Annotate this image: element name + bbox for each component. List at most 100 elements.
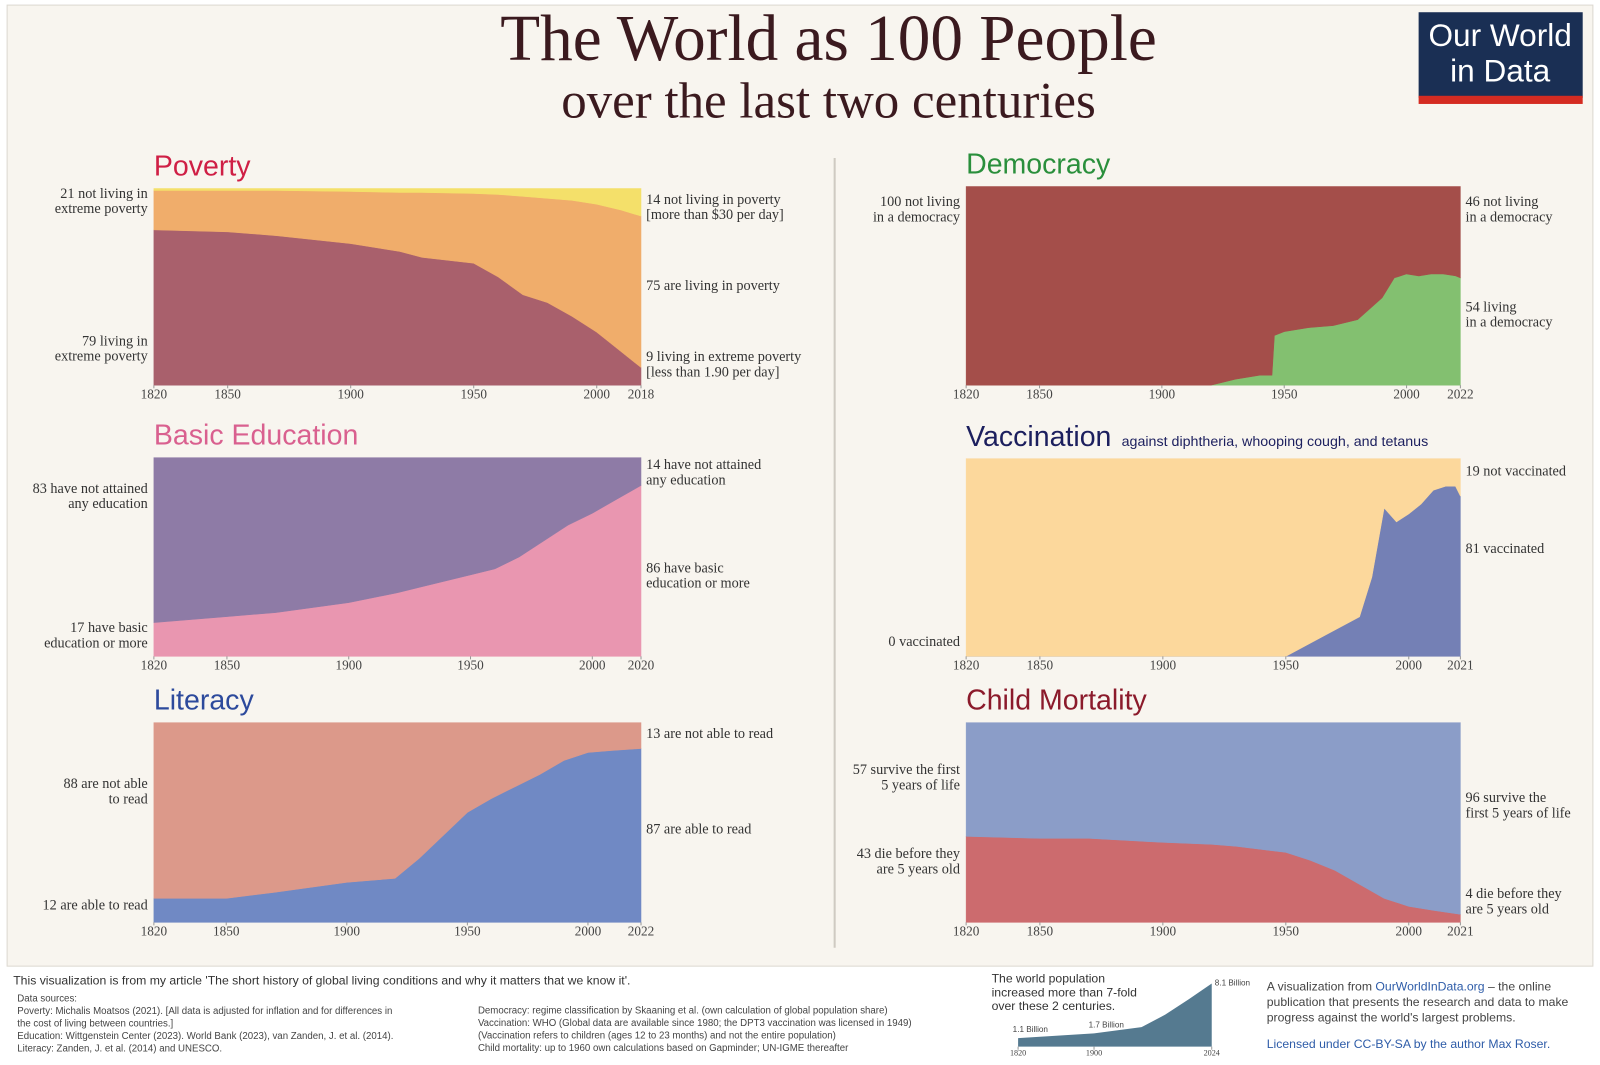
about-line: publication that presents the research a… <box>1267 995 1569 1009</box>
source-line: (Vaccination refers to children (ages 12… <box>478 1031 836 1042</box>
x-tick-label: 2021 <box>1447 924 1473 939</box>
end-annotation: [less than 1.90 per day] <box>646 364 779 380</box>
source-line: Vaccination: WHO (Global data are availa… <box>478 1018 912 1029</box>
start-annotation: extreme poverty <box>55 201 149 217</box>
logo-text: in Data <box>1450 53 1550 89</box>
source-line: Data sources: <box>17 993 77 1004</box>
page-title: The World as 100 People <box>500 3 1156 75</box>
area-band <box>153 457 642 623</box>
area-band <box>965 722 1461 915</box>
x-tick-label: 2018 <box>628 386 655 401</box>
value-label: 8.1 Billion <box>1215 979 1250 988</box>
x-tick-label: 2000 <box>579 658 606 673</box>
chart-title: Democracy <box>966 149 1111 181</box>
value-label: 1.7 Billion <box>1089 1020 1124 1029</box>
end-annotation: 87 are able to read <box>646 822 751 838</box>
x-tick-label: 1900 <box>1150 658 1177 673</box>
source-line: Education: Wittgenstein Center (2023). W… <box>17 1031 393 1042</box>
chart-note: over these 2 centuries. <box>992 999 1116 1013</box>
area-band <box>153 188 642 217</box>
logo-bar <box>1418 95 1583 104</box>
chart: 1.1 Billion 1.7 Billion 8.1 Billion 1820 190… <box>992 972 1251 1058</box>
start-annotation: any education <box>68 496 148 512</box>
chart-note: The world population <box>992 972 1105 986</box>
area <box>1018 983 1212 1047</box>
x-tick-label: 2000 <box>583 386 610 401</box>
chart-title: Child Mortality <box>966 685 1147 717</box>
chart: 1820 1850 1900 1950 2000 2018 Poverty 21 not li… <box>55 151 802 402</box>
start-annotation: 79 living in <box>82 333 148 349</box>
end-annotation: 13 are not able to read <box>646 726 773 742</box>
end-annotation: 46 not living <box>1465 194 1538 210</box>
end-annotation: in a democracy <box>1465 209 1553 225</box>
start-annotation: 0 vaccinated <box>888 634 960 650</box>
logo: Our World in Data <box>1418 12 1583 104</box>
end-annotation: 81 vaccinated <box>1465 541 1544 557</box>
x-tick-label: 2022 <box>628 924 654 939</box>
x-tick-label: 2024 <box>1204 1049 1220 1058</box>
footer-intro: This visualization is from my article 'T… <box>13 974 630 988</box>
x-tick-label: 1950 <box>1273 924 1300 939</box>
end-annotation: [more than $30 per day] <box>646 207 784 223</box>
x-tick-label: 1820 <box>953 658 980 673</box>
chart-title: Basic Education <box>154 420 358 452</box>
end-annotation: 14 have not attained <box>646 457 761 473</box>
x-tick-label: 1850 <box>214 386 241 401</box>
source-line: the cost of living between countries.] <box>17 1018 173 1029</box>
x-tick-label: 2021 <box>1447 658 1473 673</box>
x-tick-label: 2022 <box>1447 386 1473 401</box>
chart-note: increased more than 7-fold <box>992 985 1138 999</box>
start-annotation: 88 are not able <box>63 776 147 792</box>
x-tick-label: 1950 <box>457 658 484 673</box>
start-annotation: 12 are able to read <box>43 898 148 914</box>
x-tick-label: 1900 <box>337 386 364 401</box>
end-annotation: 9 living in extreme poverty <box>646 349 802 365</box>
start-annotation: 100 not living <box>880 194 960 210</box>
x-tick-label: 1820 <box>141 386 168 401</box>
start-annotation: to read <box>109 791 148 807</box>
chart-subtitle: against diphtheria, whooping cough, and … <box>1122 434 1429 450</box>
chart: 1820 1850 1900 1950 2000 2022 Literacy 88 are n… <box>43 685 774 939</box>
chart: 1820 1850 1900 1950 2000 2021 Child Mortality 5… <box>853 685 1571 939</box>
source-line: Child mortality: up to 1960 own calculat… <box>478 1043 849 1054</box>
logo-text: Our World <box>1428 17 1571 53</box>
chart-title: Poverty <box>154 151 251 183</box>
area-band <box>965 458 1461 657</box>
x-tick-label: 2000 <box>1396 658 1423 673</box>
area-band <box>153 722 642 899</box>
x-tick-label: 1820 <box>141 924 168 939</box>
start-annotation: 83 have not attained <box>33 481 148 497</box>
x-tick-label: 1850 <box>213 924 240 939</box>
license: Licensed under CC-BY-SA by the author Ma… <box>1267 1037 1550 1051</box>
x-tick-label: 2000 <box>1396 924 1423 939</box>
x-tick-label: 1820 <box>141 658 168 673</box>
x-tick-label: 2000 <box>575 924 602 939</box>
x-tick-label: 1900 <box>1150 924 1177 939</box>
charts: 1820 1850 1900 1950 2000 2018 Poverty 21 not li… <box>33 149 1571 1058</box>
end-annotation: in a democracy <box>1465 315 1553 331</box>
end-annotation: 96 survive the <box>1465 790 1546 806</box>
start-annotation: extreme poverty <box>55 349 149 365</box>
start-annotation: 43 die before they <box>857 846 961 862</box>
end-annotation: 19 not vaccinated <box>1465 464 1566 480</box>
start-annotation: 57 survive the first <box>853 762 960 778</box>
x-tick-label: 1950 <box>460 386 487 401</box>
about-text: – the online <box>1488 980 1551 994</box>
end-annotation: 75 are living in poverty <box>646 278 781 294</box>
end-annotation: first 5 years of life <box>1465 805 1570 821</box>
end-annotation: 86 have basic <box>646 560 724 576</box>
x-tick-label: 1850 <box>1027 924 1054 939</box>
about-line: A visualization from OurWorldInData.org … <box>1267 980 1552 994</box>
end-annotation: are 5 years old <box>1465 901 1548 917</box>
start-annotation: education or more <box>44 635 148 651</box>
chart-title: Vaccination <box>966 421 1111 453</box>
x-tick-label: 1820 <box>1010 1049 1026 1058</box>
x-tick-label: 1820 <box>953 386 980 401</box>
end-annotation: 54 living <box>1465 299 1516 315</box>
chart: 1820 1850 1900 1950 2000 2021 Vaccination again… <box>888 421 1566 673</box>
value-label: 1.1 Billion <box>1013 1025 1048 1034</box>
x-tick-label: 1950 <box>1273 658 1300 673</box>
chart: 1820 1850 1900 1950 2000 2022 Democracy 100 not… <box>873 149 1553 402</box>
source-line: Literacy: Zanden, J. et al. (2014) and U… <box>17 1043 222 1054</box>
